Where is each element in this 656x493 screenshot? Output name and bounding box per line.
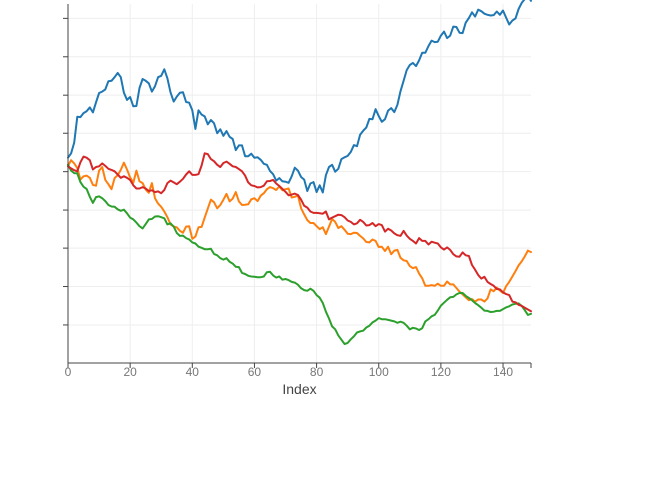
x-tick-label: 120 bbox=[431, 365, 451, 379]
x-tick-label: 60 bbox=[248, 365, 262, 379]
series-line-3 bbox=[67, 163, 532, 345]
x-tick-label: 20 bbox=[123, 365, 137, 379]
series-lines bbox=[67, 0, 532, 345]
series-line-1 bbox=[67, 0, 532, 194]
x-tick-label: 80 bbox=[310, 365, 324, 379]
x-tick-label: 140 bbox=[493, 365, 513, 379]
grid-lines bbox=[67, 4, 531, 363]
series-line-2 bbox=[67, 159, 532, 303]
x-tick-label: 100 bbox=[369, 365, 389, 379]
axes: 0 20 40 60 80 100 120 140 bbox=[63, 4, 532, 379]
x-tick-label: 0 bbox=[65, 365, 72, 379]
x-axis-title: Index bbox=[282, 381, 316, 397]
series-line-4 bbox=[67, 152, 532, 313]
x-tick-label: 40 bbox=[186, 365, 200, 379]
